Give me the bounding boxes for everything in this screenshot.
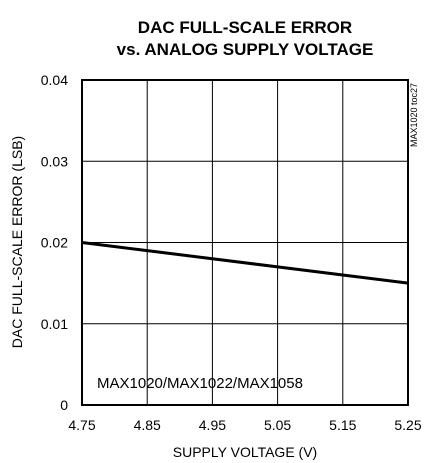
x-tick-label: 4.85 bbox=[134, 417, 161, 433]
y-tick-label: 0.03 bbox=[41, 153, 68, 169]
x-tick-label: 4.95 bbox=[199, 417, 226, 433]
x-tick-label: 5.25 bbox=[394, 417, 421, 433]
y-tick-label: 0.02 bbox=[41, 235, 68, 251]
x-tick-label: 4.75 bbox=[68, 417, 95, 433]
grid bbox=[82, 80, 408, 405]
chart-title-line2: vs. ANALOG SUPPLY VOLTAGE bbox=[117, 40, 374, 59]
y-tick-label: 0.01 bbox=[41, 316, 68, 332]
y-axis-label: DAC FULL-SCALE ERROR (LSB) bbox=[9, 136, 25, 348]
side-label: MAX1020 toc27 bbox=[409, 83, 419, 147]
y-tick-label: 0 bbox=[60, 397, 68, 413]
x-tick-label: 5.15 bbox=[329, 417, 356, 433]
x-tick-labels: 4.75 4.85 4.95 5.05 5.15 5.25 bbox=[68, 417, 421, 433]
series-line bbox=[81, 241, 409, 285]
series-group bbox=[81, 241, 409, 285]
x-axis-label: SUPPLY VOLTAGE (V) bbox=[173, 444, 317, 460]
y-tick-labels: 0 0.01 0.02 0.03 0.04 bbox=[41, 72, 68, 413]
x-tick-label: 5.05 bbox=[264, 417, 291, 433]
plot-annotation: MAX1020/MAX1022/MAX1058 bbox=[97, 375, 303, 392]
y-tick-label: 0.04 bbox=[41, 72, 68, 88]
chart-title-line1: DAC FULL-SCALE ERROR bbox=[138, 18, 352, 37]
